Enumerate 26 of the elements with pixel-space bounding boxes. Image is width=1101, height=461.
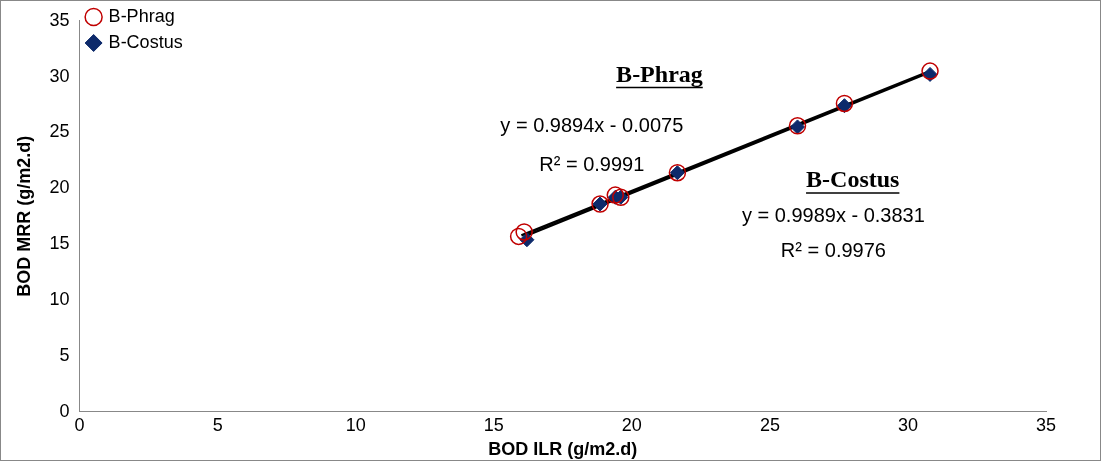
y-tick-label: 25: [49, 121, 70, 142]
x-tick-label: 0: [74, 414, 85, 435]
x-tick-label: 35: [1035, 414, 1057, 435]
x-tick-label: 30: [897, 414, 918, 435]
y-tick-label: 15: [49, 233, 70, 254]
legend-label: B-Phrag: [108, 5, 175, 26]
y-tick-label: 5: [59, 344, 70, 365]
legend-label: B-Costus: [108, 31, 183, 52]
x-tick-label: 15: [483, 414, 504, 435]
annotation: B-Costus: [806, 166, 900, 193]
y-tick-label: 30: [49, 65, 70, 86]
y-axis-title: BOD MRR (g/m2.d): [13, 135, 34, 297]
y-tick-label: 0: [59, 400, 70, 421]
annotation: y = 0.9894x - 0.0075: [500, 113, 684, 136]
y-tick-label: 20: [49, 177, 70, 198]
x-axis-title: BOD ILR (g/m2.d): [488, 439, 638, 460]
x-tick-label: 10: [345, 414, 366, 435]
y-tick-label: 35: [49, 9, 70, 30]
x-tick-label: 5: [212, 414, 223, 435]
annotation: R² = 0.9991: [539, 152, 645, 175]
x-tick-label: 20: [621, 414, 642, 435]
annotation: R² = 0.9976: [780, 239, 886, 262]
x-tick-label: 25: [759, 414, 780, 435]
y-tick-label: 10: [49, 289, 70, 310]
annotation: B-Phrag: [616, 60, 703, 87]
annotation: y = 0.9989x - 0.3831: [741, 203, 925, 226]
